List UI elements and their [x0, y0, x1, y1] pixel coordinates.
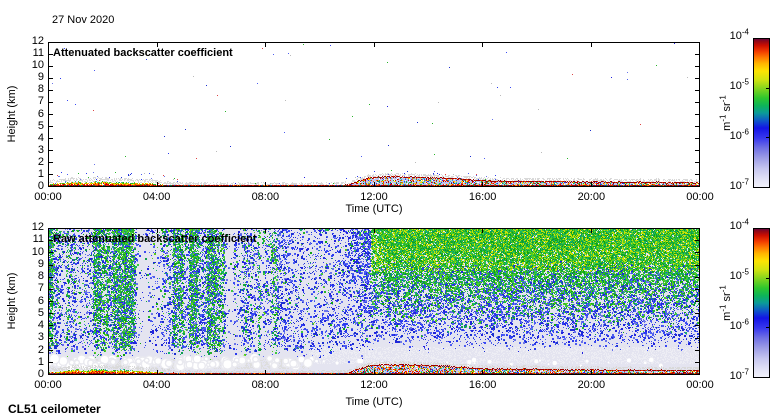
- y-tick-label: 1: [37, 167, 44, 180]
- y-tick-label: 12: [31, 35, 44, 47]
- y-tick-label: 11: [32, 47, 44, 60]
- colorbar-tick-label: 10-7: [729, 367, 749, 382]
- y-tick-label: 10: [31, 245, 44, 258]
- y-tick-label: 7: [37, 95, 44, 108]
- date-label: 27 Nov 2020: [52, 14, 115, 26]
- y-tick-label: 8: [37, 270, 44, 282]
- y-tick-label: 7: [37, 282, 44, 295]
- y-tick-label: 0: [37, 368, 44, 380]
- colorbar-tick-label: 10-5: [729, 267, 749, 282]
- colorbar-unit-label-bottom: m-1 sr-1: [718, 285, 733, 321]
- y-tick-label: 9: [37, 257, 44, 270]
- y-tick-label: 10: [31, 59, 44, 72]
- y-tick-label: 2: [37, 155, 44, 168]
- colorbar-top: [753, 38, 770, 188]
- x-tick-label: 08:00: [251, 379, 280, 391]
- x-tick-label: 00:00: [34, 191, 62, 203]
- raw-backscatter-heatmap: [48, 228, 700, 375]
- instrument-label: CL51 ceilometer: [8, 402, 101, 416]
- y-tick-label: 3: [37, 331, 44, 344]
- x-tick-label: 00:00: [34, 379, 62, 391]
- colorbar-tick-label: 10-5: [729, 77, 749, 92]
- y-tick-label: 6: [37, 294, 44, 307]
- colorbar-tick-label: 10-6: [729, 317, 749, 332]
- y-tick-label: 11: [32, 233, 44, 246]
- y-tick-label: 1: [37, 355, 44, 368]
- colorbar-tick-label: 10-6: [729, 127, 749, 142]
- x-tick-label: 00:00: [686, 379, 714, 391]
- x-tick-label: 04:00: [142, 379, 171, 391]
- x-axis-label-top: Time (UTC): [345, 203, 403, 215]
- y-tick-label: 6: [37, 107, 44, 120]
- y-tick-label: 5: [37, 119, 44, 132]
- y-tick-label: 12: [31, 221, 44, 233]
- x-tick-label: 08:00: [251, 191, 280, 203]
- x-tick-label: 12:00: [360, 191, 388, 203]
- x-tick-label: 00:00: [686, 191, 714, 203]
- x-axis-label-bottom: Time (UTC): [345, 396, 403, 408]
- y-tick-label: 0: [37, 180, 44, 192]
- y-tick-label: 8: [37, 83, 44, 96]
- colorbar-tick-label: 10-4: [729, 217, 749, 232]
- y-tick-label: 2: [37, 343, 44, 356]
- colorbar-tick-label: 10-7: [729, 177, 749, 192]
- colorbar-unit-label-top: m-1 sr-1: [718, 95, 733, 131]
- x-tick-label: 04:00: [142, 191, 171, 203]
- x-tick-label: 16:00: [468, 379, 497, 391]
- x-tick-label: 20:00: [577, 379, 606, 391]
- attenuated-backscatter-heatmap: [48, 42, 700, 187]
- colorbar-tick-label: 10-4: [729, 27, 749, 42]
- x-tick-label: 12:00: [360, 379, 388, 391]
- x-tick-label: 16:00: [468, 191, 497, 203]
- panel-title-attenuated: Attenuated backscatter coefficient: [53, 47, 233, 59]
- x-tick-label: 20:00: [577, 191, 606, 203]
- y-tick-label: 4: [37, 131, 44, 144]
- y-tick-label: 5: [37, 306, 44, 319]
- colorbar-bottom: [753, 228, 770, 378]
- y-tick-label: 4: [37, 319, 44, 331]
- y-tick-label: 3: [37, 143, 44, 156]
- y-tick-label: 9: [37, 71, 44, 84]
- panel-title-raw: Raw attenuated backscatter coefficient: [53, 233, 257, 245]
